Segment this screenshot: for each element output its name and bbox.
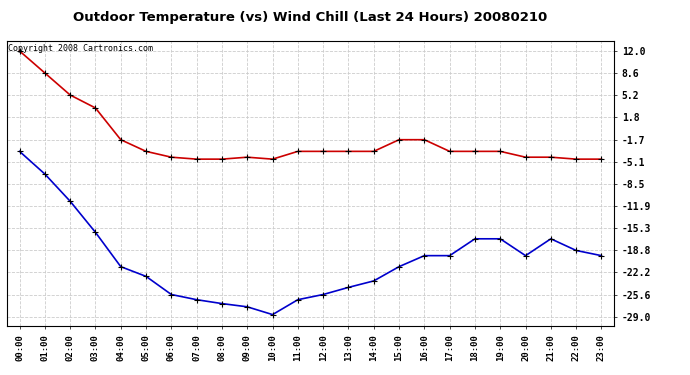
Text: Copyright 2008 Cartronics.com: Copyright 2008 Cartronics.com: [8, 44, 153, 53]
Text: Outdoor Temperature (vs) Wind Chill (Last 24 Hours) 20080210: Outdoor Temperature (vs) Wind Chill (Las…: [73, 11, 548, 24]
